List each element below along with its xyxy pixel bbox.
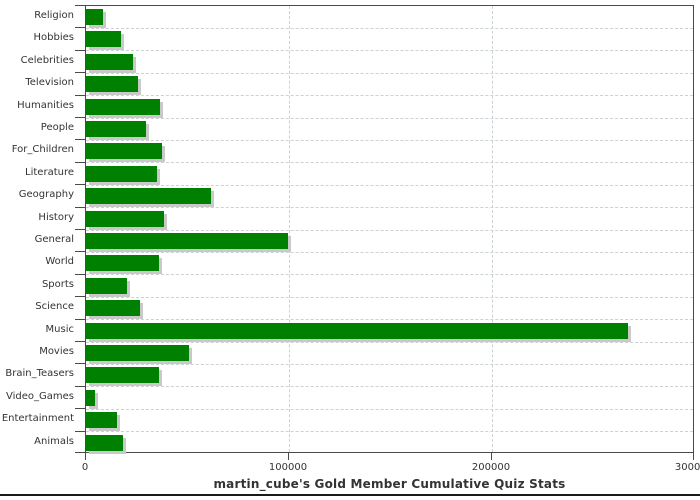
category-label: Humanities: [17, 99, 74, 111]
bar: [86, 255, 159, 272]
plot-area: [85, 5, 694, 453]
category-label: General: [34, 234, 74, 245]
h-gridline: [86, 386, 693, 388]
bar: [86, 143, 162, 160]
x-tick-label: 200000: [471, 462, 511, 473]
y-tick: [75, 386, 85, 387]
y-tick: [75, 274, 85, 275]
bar: [86, 233, 288, 249]
y-tick: [75, 72, 85, 73]
x-tick: [288, 453, 289, 460]
h-gridline: [86, 184, 693, 186]
y-tick: [75, 139, 85, 140]
bar: [86, 277, 127, 294]
x-tick: [491, 453, 492, 460]
y-tick: [75, 319, 85, 320]
y-tick: [75, 251, 85, 252]
h-gridline: [86, 139, 693, 141]
h-gridline: [86, 50, 693, 52]
category-label: People: [40, 122, 74, 133]
h-gridline: [86, 296, 693, 298]
y-tick: [75, 341, 85, 342]
chart-title: martin_cube's Gold Member Cumulative Qui…: [213, 477, 566, 491]
y-tick: [75, 431, 85, 432]
category-label: Movies: [39, 346, 74, 357]
category-label: Music: [45, 323, 74, 335]
x-tick: [85, 453, 86, 460]
h-gridline: [86, 408, 693, 410]
y-tick: [75, 27, 85, 28]
h-gridline: [86, 319, 693, 321]
category-label: Television: [25, 77, 74, 89]
y-tick: [75, 50, 85, 51]
y-tick: [75, 296, 85, 297]
h-gridline: [86, 72, 693, 74]
category-label: For_Children: [11, 144, 74, 156]
y-tick: [75, 5, 85, 6]
category-label: Celebrities: [20, 54, 74, 66]
bar: [86, 9, 103, 25]
h-gridline: [86, 251, 693, 253]
bar: [86, 121, 146, 137]
h-gridline: [86, 431, 693, 433]
category-label: Hobbies: [33, 32, 74, 44]
v-gridline: [491, 6, 493, 452]
category-label: Brain_Teasers: [5, 368, 74, 380]
bar: [86, 98, 160, 115]
h-gridline: [86, 117, 693, 119]
y-tick: [75, 184, 85, 185]
h-gridline: [86, 341, 693, 343]
bar: [86, 322, 628, 339]
h-gridline: [86, 229, 693, 231]
y-tick: [75, 452, 85, 453]
x-tick-label: 0: [81, 462, 89, 473]
category-label: Religion: [34, 10, 74, 21]
x-tick: [693, 453, 694, 460]
bar: [86, 53, 133, 70]
category-label: Sports: [41, 278, 74, 290]
bar: [86, 389, 95, 406]
h-gridline: [86, 95, 693, 97]
category-label: History: [38, 211, 74, 223]
bar: [86, 165, 157, 182]
y-tick: [75, 363, 85, 364]
y-tick: [75, 95, 85, 96]
y-tick: [75, 408, 85, 409]
bar: [86, 188, 211, 205]
bar: [86, 367, 159, 384]
category-label: Entertainment: [1, 413, 74, 425]
category-label: Science: [35, 301, 74, 313]
y-tick: [75, 229, 85, 230]
v-gridline: [288, 6, 290, 452]
y-tick: [75, 207, 85, 208]
h-gridline: [86, 274, 693, 276]
h-gridline: [86, 207, 693, 209]
bar: [86, 210, 164, 227]
bar: [86, 434, 123, 451]
x-tick-label: 100000: [268, 462, 308, 473]
category-label: Literature: [25, 166, 74, 178]
category-label: Video_Games: [6, 390, 74, 402]
h-gridline: [86, 27, 693, 29]
h-gridline: [86, 162, 693, 164]
bar: [86, 300, 140, 317]
y-tick: [75, 162, 85, 163]
h-gridline: [86, 363, 693, 365]
category-label: Animals: [34, 435, 74, 447]
bar: [86, 76, 138, 93]
bar: [86, 31, 121, 48]
category-label: Geography: [18, 189, 74, 201]
x-tick-label: 300000: [674, 462, 700, 473]
category-label: World: [45, 256, 74, 268]
bar: [86, 412, 117, 429]
y-tick: [75, 117, 85, 118]
bottom-rule: [0, 494, 700, 496]
bar: [86, 345, 189, 361]
